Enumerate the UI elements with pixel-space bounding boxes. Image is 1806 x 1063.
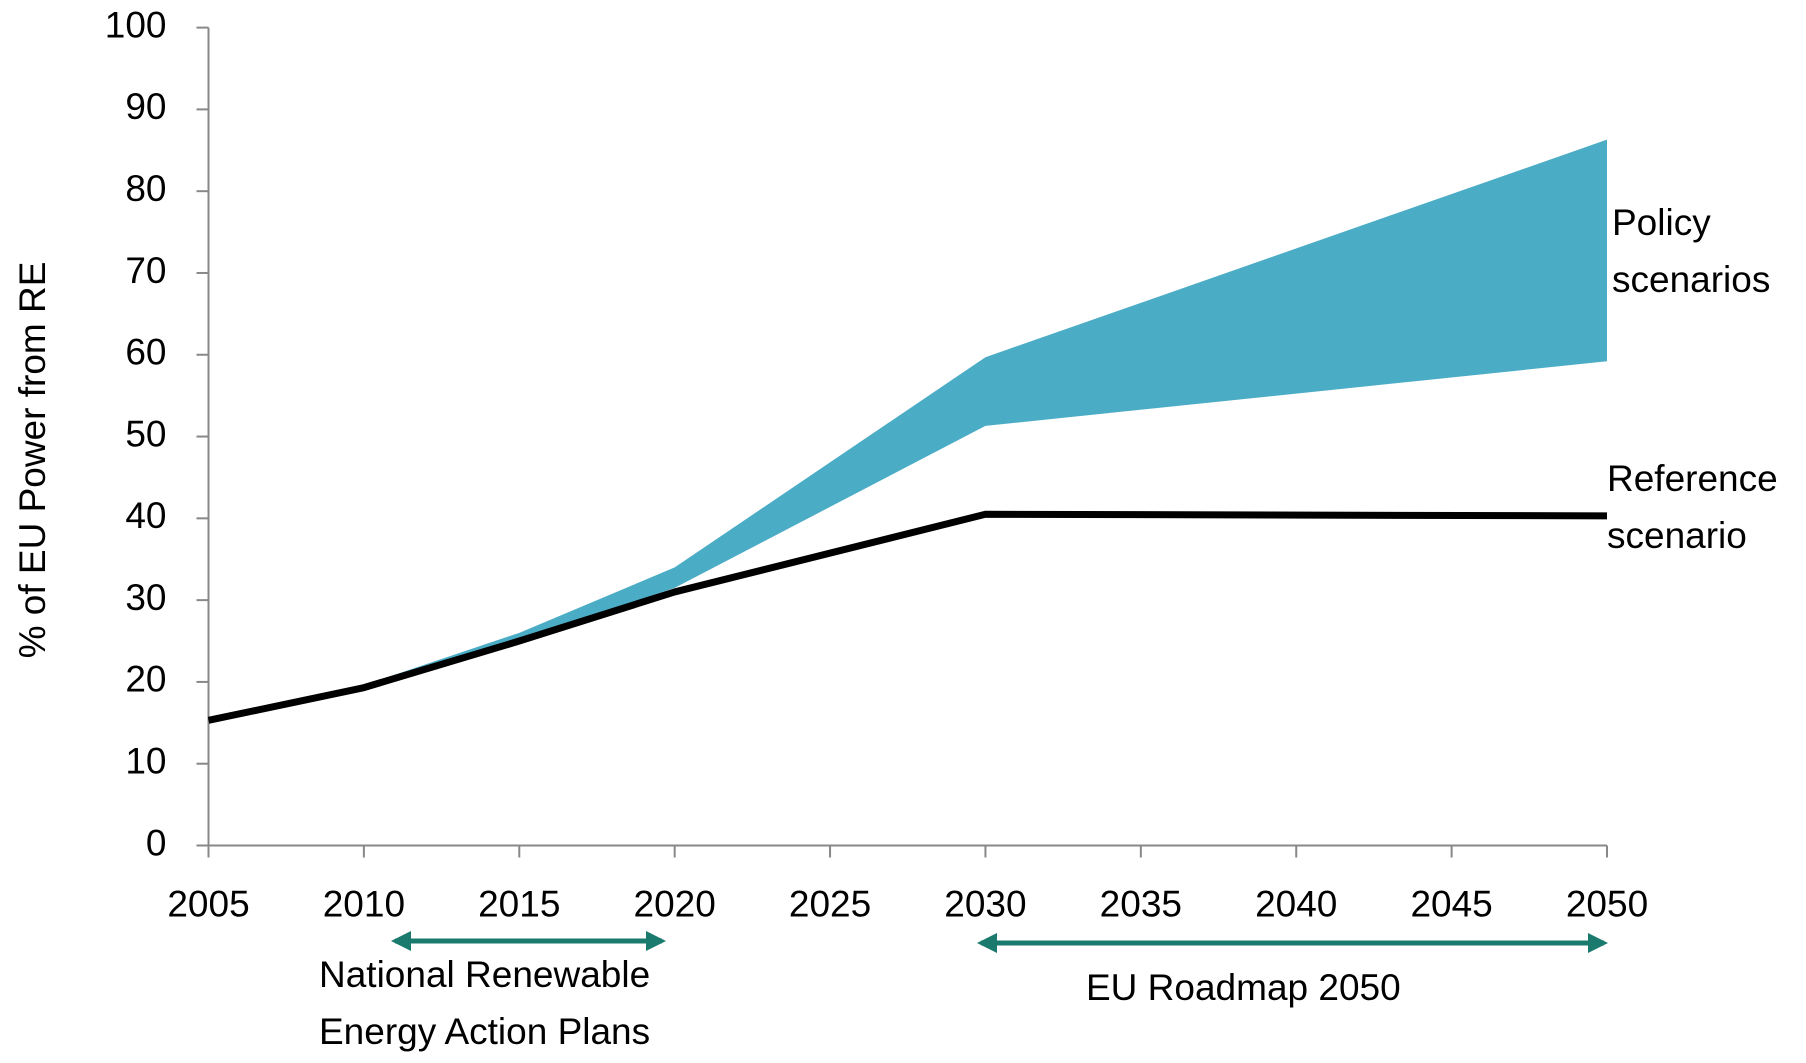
- y-tick-label: 30: [125, 577, 166, 618]
- annotation: scenario: [1607, 515, 1747, 556]
- annotation: National Renewable: [319, 954, 650, 995]
- x-tick-label: 2025: [789, 883, 871, 924]
- x-tick-label: 2030: [944, 883, 1026, 924]
- x-tick-label: 2045: [1410, 883, 1492, 924]
- y-axis-label: % of EU Power from RE: [12, 262, 53, 659]
- x-tick-label: 2005: [167, 883, 249, 924]
- y-tick-label: 60: [125, 332, 166, 373]
- y-tick-label: 90: [125, 86, 166, 127]
- x-tick-label: 2015: [478, 883, 560, 924]
- annotation: scenarios: [1612, 259, 1770, 300]
- y-tick-label: 70: [125, 250, 166, 291]
- annotation: Energy Action Plans: [319, 1011, 650, 1052]
- y-tick-label: 40: [125, 495, 166, 536]
- annotation: Reference: [1607, 458, 1778, 499]
- y-tick-label: 80: [125, 168, 166, 209]
- y-tick-label: 20: [125, 659, 166, 700]
- line: [207, 510, 1608, 724]
- x-tick-label: 2050: [1566, 883, 1648, 924]
- y-tick-label: 100: [105, 4, 167, 45]
- band: [208, 139, 1607, 721]
- annotation: Policy: [1612, 202, 1711, 243]
- annotation: EU Roadmap 2050: [1086, 967, 1401, 1008]
- y-tick-label: 10: [125, 740, 166, 781]
- x-tick-label: 2010: [323, 883, 405, 924]
- y-tick-label: 50: [125, 413, 166, 454]
- x-tick-label: 2035: [1100, 883, 1182, 924]
- x-tick-label: 2020: [634, 883, 716, 924]
- x-tick-label: 2040: [1255, 883, 1337, 924]
- y-tick-label: 0: [146, 822, 167, 863]
